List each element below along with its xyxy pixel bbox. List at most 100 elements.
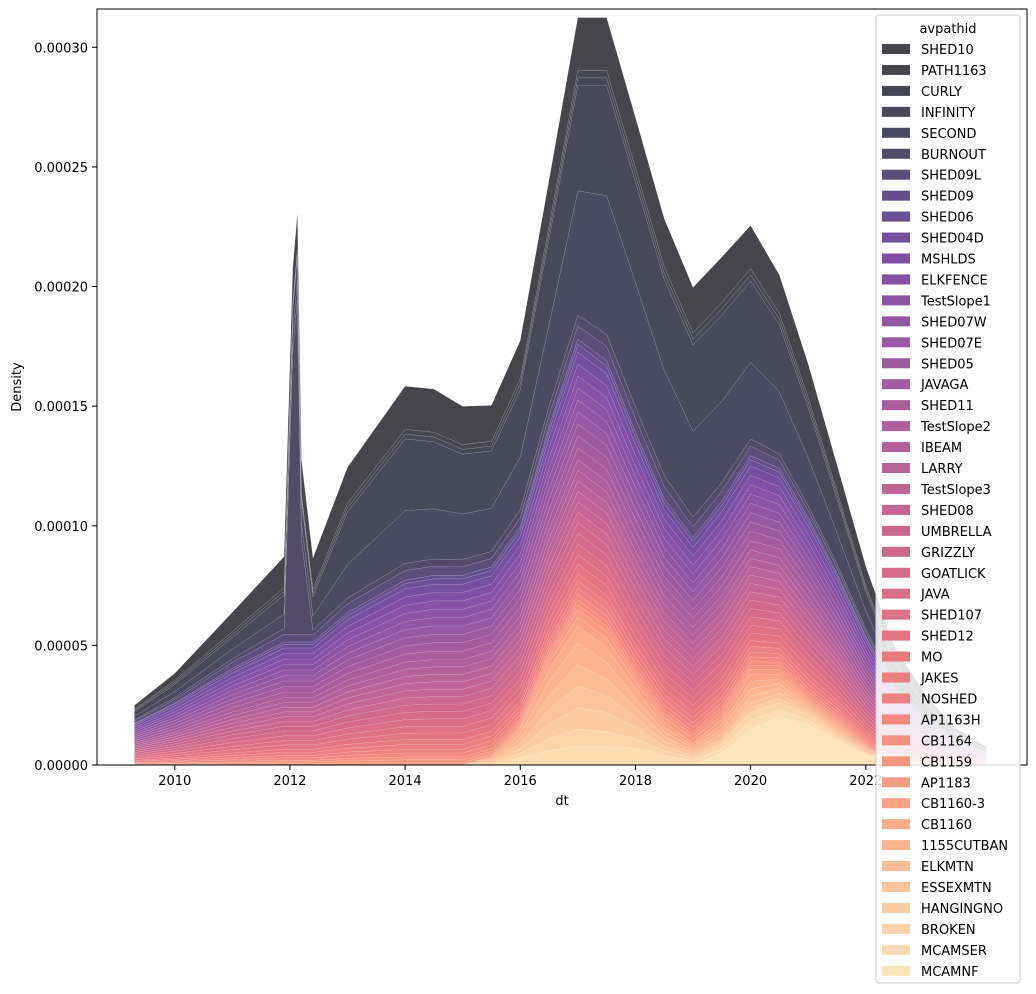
legend-label: IBEAM: [921, 441, 962, 456]
x-tick-label: 2016: [504, 774, 537, 789]
legend-label: SECOND: [921, 127, 977, 142]
legend-swatch: [882, 442, 910, 453]
legend-swatch: [882, 148, 910, 159]
legend-label: JAVA: [920, 588, 950, 603]
legend-swatch: [882, 379, 910, 390]
legend-swatch: [882, 923, 910, 934]
legend-item: PATH1163: [882, 64, 987, 79]
legend-label: JAVAGA: [920, 378, 968, 393]
legend-item: SHED06: [882, 211, 974, 226]
legend-swatch: [882, 735, 910, 746]
legend-swatch: [882, 274, 910, 285]
legend-swatch: [882, 483, 910, 494]
legend-item: MCAMSER: [882, 944, 987, 959]
legend-item: NOSHED: [882, 692, 977, 707]
legend-item: TestSlope2: [882, 420, 991, 435]
legend-item: AP1183: [882, 776, 971, 791]
legend-item: TestSlope1: [882, 294, 991, 309]
legend-item: CB1160-3: [882, 797, 985, 812]
legend-label: INFINITY: [921, 106, 975, 121]
legend-item: SHED07E: [882, 336, 982, 351]
legend-swatch: [882, 400, 910, 411]
legend-label: AP1183: [921, 776, 971, 791]
legend-item: MCAMNF: [882, 965, 979, 980]
legend-swatch: [882, 965, 910, 976]
legend-swatch: [882, 567, 910, 578]
legend-item: MO: [882, 651, 942, 666]
x-tick-label: 2010: [158, 774, 191, 789]
legend-swatch: [882, 337, 910, 348]
legend-label: SHED09: [921, 190, 974, 205]
legend-swatch: [882, 64, 910, 75]
legend-swatch: [882, 944, 910, 955]
legend-label: JAKES: [920, 672, 959, 687]
legend-swatch: [882, 316, 910, 327]
legend-frame: [875, 14, 1021, 984]
legend-label: CB1164: [921, 734, 972, 749]
legend-swatch: [882, 190, 910, 201]
x-tick-label: 2012: [273, 774, 306, 789]
legend-label: ESSEXMTN: [921, 881, 992, 896]
legend-label: SHED10: [921, 43, 974, 58]
legend-label: CB1160: [921, 818, 972, 833]
legend-swatch: [882, 882, 910, 892]
legend-swatch: [882, 630, 910, 641]
legend-swatch: [882, 798, 910, 809]
legend-item: SHED07W: [882, 315, 987, 330]
legend-swatch: [882, 421, 910, 432]
legend-item: ELKFENCE: [882, 273, 988, 288]
legend-label: NOSHED: [921, 692, 977, 707]
legend-item: SHED08: [882, 504, 974, 519]
y-tick-label: 0.00010: [34, 520, 88, 535]
legend-swatch: [882, 106, 910, 117]
legend-swatch: [882, 902, 910, 913]
legend-item: SHED04D: [882, 232, 984, 247]
legend-item: MSHLDS: [882, 253, 976, 268]
legend-label: MCAMSER: [921, 944, 987, 959]
legend: avpathid SHED10 PATH1163 CURLY INFINITY SECO…: [875, 14, 1021, 984]
legend-swatch: [882, 525, 910, 536]
legend-label: LARRY: [921, 462, 963, 477]
legend-swatch: [882, 588, 910, 599]
legend-item: 1155CUTBAN: [882, 839, 1008, 854]
x-tick-label: 2020: [734, 774, 767, 789]
legend-item: ESSEXMTN: [882, 881, 992, 896]
legend-swatch: [882, 358, 910, 369]
legend-label: CURLY: [921, 85, 962, 100]
legend-swatch: [882, 819, 910, 830]
legend-swatch: [882, 44, 910, 54]
legend-swatch: [882, 127, 910, 138]
legend-swatch: [882, 609, 910, 620]
y-axis: 0.00000 0.00005 0.00010 0.00015 0.00020 0.000…: [34, 41, 97, 774]
legend-swatch: [882, 693, 910, 704]
legend-item: SHED11: [882, 399, 974, 414]
legend-item: IBEAM: [882, 441, 962, 456]
y-tick-label: 0.00020: [34, 281, 88, 296]
legend-label: SHED08: [921, 504, 974, 519]
legend-swatch: [882, 756, 910, 767]
legend-label: BURNOUT: [921, 148, 986, 163]
legend-label: GRIZZLY: [921, 546, 975, 561]
legend-label: SHED12: [921, 630, 974, 645]
legend-swatch: [882, 211, 910, 222]
legend-label: SHED107: [921, 609, 982, 624]
y-tick-label: 0.00030: [34, 41, 88, 56]
legend-item: GRIZZLY: [882, 546, 975, 561]
legend-label: GOATLICK: [921, 567, 986, 582]
legend-label: PATH1163: [921, 64, 987, 79]
legend-swatch: [882, 169, 910, 180]
legend-label: CB1160-3: [921, 797, 985, 812]
legend-item: SHED12: [882, 630, 974, 645]
legend-item: CB1159: [882, 755, 972, 770]
legend-items: SHED10 PATH1163 CURLY INFINITY SECOND BURNOUT…: [882, 43, 1008, 980]
legend-item: SECOND: [882, 127, 977, 142]
legend-label: ELKMTN: [921, 860, 974, 875]
legend-label: MO: [921, 651, 942, 666]
legend-label: ELKFENCE: [921, 273, 988, 288]
legend-swatch: [882, 232, 910, 243]
y-axis-label: Density: [10, 362, 25, 412]
x-axis-label: dt: [555, 794, 568, 809]
legend-label: CB1159: [921, 755, 972, 770]
legend-swatch: [882, 672, 910, 683]
